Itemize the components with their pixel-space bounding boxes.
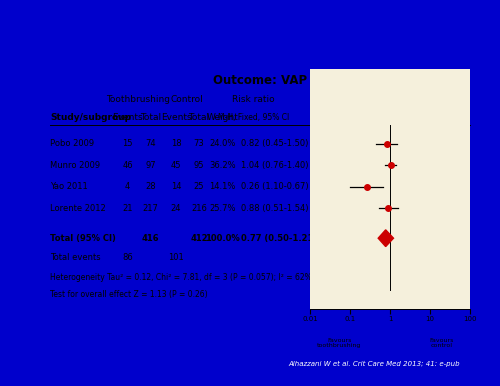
Text: 1.04 (0.76-1.40): 1.04 (0.76-1.40) — [241, 161, 308, 170]
Text: 0.77 (0.50-1.21): 0.77 (0.50-1.21) — [241, 234, 318, 243]
Text: 18: 18 — [170, 139, 181, 148]
Text: Heterogeneity Tau² = 0.12, Chi² = 7.81, df = 3 (P = 0.057); I² = 62%: Heterogeneity Tau² = 0.12, Chi² = 7.81, … — [50, 273, 312, 282]
Text: 97: 97 — [146, 161, 156, 170]
Text: 216: 216 — [191, 204, 207, 213]
Text: Yao 2011: Yao 2011 — [50, 182, 88, 191]
Text: 25: 25 — [194, 182, 204, 191]
Text: 36.2%: 36.2% — [209, 161, 236, 170]
Text: 416: 416 — [142, 234, 160, 243]
Text: Favours
control: Favours control — [429, 337, 454, 348]
Text: 86: 86 — [122, 253, 133, 262]
Text: Lorente 2012: Lorente 2012 — [50, 204, 106, 213]
Text: 100.0%: 100.0% — [205, 234, 240, 243]
Text: 14: 14 — [171, 182, 181, 191]
Text: Toothbrushing: Toothbrushing — [106, 95, 170, 104]
Polygon shape — [378, 230, 394, 247]
Text: Alhazzani W et al. Crit Care Med 2013; 41: e-pub: Alhazzani W et al. Crit Care Med 2013; 4… — [288, 361, 460, 367]
Text: 73: 73 — [194, 139, 204, 148]
Text: Total events: Total events — [50, 253, 100, 262]
Text: Total: Total — [188, 113, 210, 122]
Text: 101: 101 — [168, 253, 184, 262]
Text: 0.26 (1.10-0.67): 0.26 (1.10-0.67) — [241, 182, 308, 191]
Text: 45: 45 — [171, 161, 181, 170]
Text: Weight: Weight — [206, 113, 238, 122]
Text: Study/subgroup: Study/subgroup — [50, 113, 131, 122]
Text: 4: 4 — [125, 182, 130, 191]
Text: 0.88 (0.51-1.54): 0.88 (0.51-1.54) — [241, 204, 308, 213]
Text: Control: Control — [170, 95, 203, 104]
Text: M-H, Fixed, 95% CI: M-H, Fixed, 95% CI — [363, 113, 434, 122]
Text: 217: 217 — [143, 204, 158, 213]
Text: 21: 21 — [122, 204, 133, 213]
Text: Favours
toothbrushing: Favours toothbrushing — [317, 337, 362, 348]
Text: 0.82 (0.45-1.50): 0.82 (0.45-1.50) — [241, 139, 308, 148]
Text: 28: 28 — [146, 182, 156, 191]
Text: M-H, Fixed, 95% CI: M-H, Fixed, 95% CI — [218, 113, 290, 122]
Text: Total: Total — [140, 113, 162, 122]
Text: Pobo 2009: Pobo 2009 — [50, 139, 94, 148]
Text: 46: 46 — [122, 161, 133, 170]
Text: Risk ratio: Risk ratio — [378, 95, 420, 104]
Text: Outcome: VAP: Outcome: VAP — [213, 74, 307, 87]
Text: 24.0%: 24.0% — [209, 139, 236, 148]
Text: 95: 95 — [194, 161, 204, 170]
Text: Munro 2009: Munro 2009 — [50, 161, 100, 170]
Text: Test for overall effect Z = 1.13 (P = 0.26): Test for overall effect Z = 1.13 (P = 0.… — [50, 290, 207, 299]
Text: Events: Events — [112, 113, 143, 122]
Text: Total (95% CI): Total (95% CI) — [50, 234, 116, 243]
Text: 25.7%: 25.7% — [209, 204, 236, 213]
Text: 14.1%: 14.1% — [209, 182, 236, 191]
Text: 74: 74 — [146, 139, 156, 148]
Text: Risk ratio: Risk ratio — [232, 95, 275, 104]
Text: 15: 15 — [122, 139, 133, 148]
Text: 24: 24 — [171, 204, 181, 213]
Text: 412: 412 — [190, 234, 208, 243]
Text: Events: Events — [160, 113, 192, 122]
